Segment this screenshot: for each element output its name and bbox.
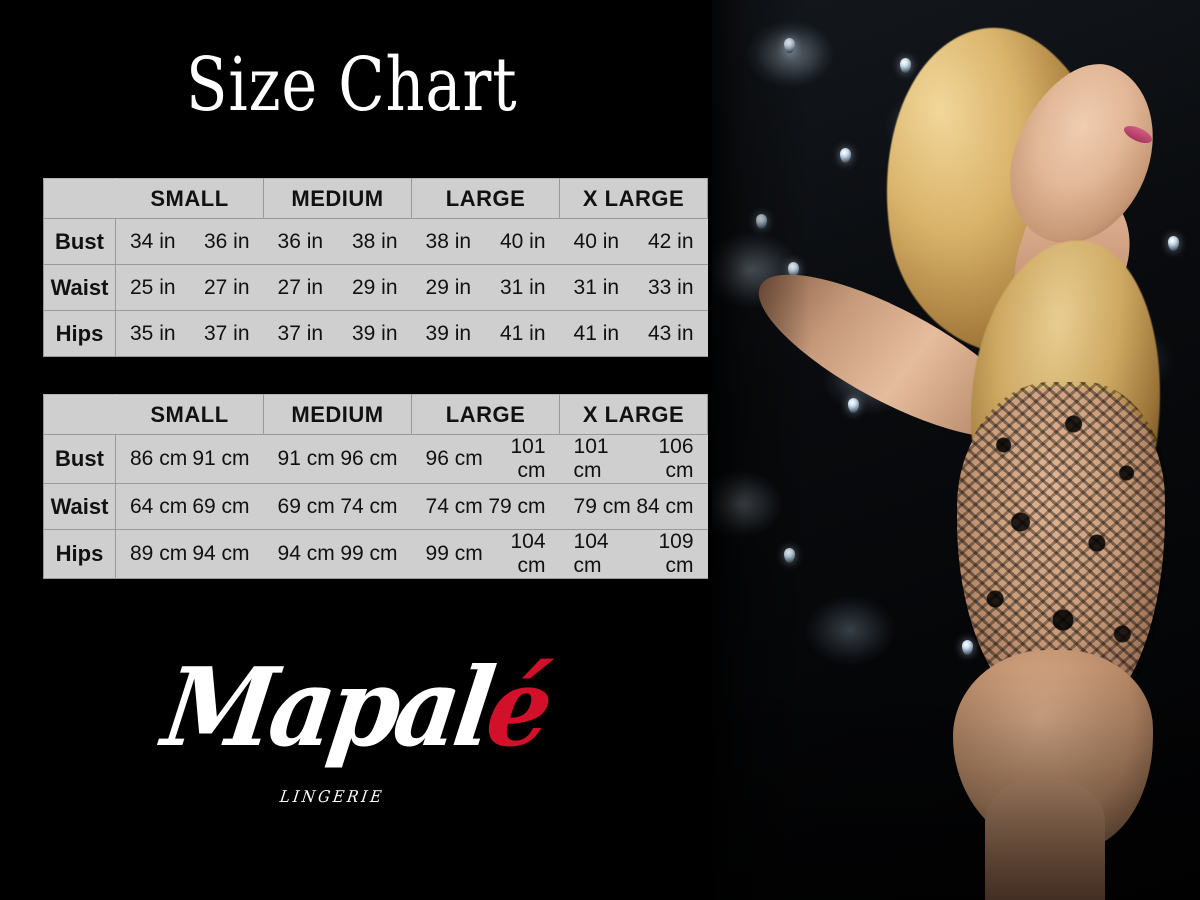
cell-value: 25 in <box>115 264 190 311</box>
cell-value: 36 in <box>263 218 338 265</box>
row-label-waist: Waist <box>43 483 116 530</box>
cell-value: 94 cm <box>263 529 338 579</box>
cell-value: 99 cm <box>337 529 412 579</box>
model-figure <box>735 10 1200 900</box>
brand-name: Mapal <box>156 643 498 771</box>
cell-value: 79 cm <box>485 483 560 530</box>
table-row: Hips 35 in 37 in 37 in 39 in 39 in 41 in… <box>43 310 708 357</box>
cell-value: 86 cm <box>115 434 190 484</box>
cell-value: 94 cm <box>189 529 264 579</box>
header-corner <box>43 178 116 219</box>
cell-value: 29 in <box>337 264 412 311</box>
brand-logo: Mapalé LINGERIE <box>0 643 712 806</box>
header-corner <box>43 394 116 435</box>
cell-value: 84 cm <box>633 483 708 530</box>
table-row: Bust 34 in 36 in 36 in 38 in 38 in 40 in… <box>43 218 708 265</box>
header-x-large: X LARGE <box>559 394 709 435</box>
cell-value: 109 cm <box>633 529 708 579</box>
size-table-inches: SMALL MEDIUM LARGE X LARGE Bust 34 in 36… <box>43 178 709 357</box>
cell-value: 37 in <box>189 310 264 357</box>
cell-value: 42 in <box>633 218 708 265</box>
row-label-hips: Hips <box>43 310 116 357</box>
cell-value: 31 in <box>559 264 634 311</box>
table-body-inches: Bust 34 in 36 in 36 in 38 in 38 in 40 in… <box>43 218 708 357</box>
cell-value: 96 cm <box>411 434 486 484</box>
cell-value: 40 in <box>559 218 634 265</box>
cell-value: 101 cm <box>559 434 634 484</box>
cell-value: 37 in <box>263 310 338 357</box>
row-label-hips: Hips <box>43 529 116 579</box>
header-large: LARGE <box>411 394 561 435</box>
cell-value: 69 cm <box>263 483 338 530</box>
cell-value: 36 in <box>189 218 264 265</box>
cell-value: 38 in <box>337 218 412 265</box>
table-row: Waist 64 cm 69 cm 69 cm 74 cm 74 cm 79 c… <box>43 483 708 530</box>
cell-value: 43 in <box>633 310 708 357</box>
cell-value: 27 in <box>189 264 264 311</box>
table-header-centimeters: SMALL MEDIUM LARGE X LARGE <box>43 394 709 435</box>
cell-value: 41 in <box>559 310 634 357</box>
header-large: LARGE <box>411 178 561 219</box>
cell-value: 27 in <box>263 264 338 311</box>
table-row: Bust 86 cm 91 cm 91 cm 96 cm 96 cm 101 c… <box>43 434 708 484</box>
model-leg <box>985 780 1105 900</box>
cell-value: 40 in <box>485 218 560 265</box>
cell-value: 91 cm <box>263 434 338 484</box>
cell-value: 39 in <box>337 310 412 357</box>
cell-value: 35 in <box>115 310 190 357</box>
cell-value: 89 cm <box>115 529 190 579</box>
table-row: Waist 25 in 27 in 27 in 29 in 29 in 31 i… <box>43 264 708 311</box>
header-small: SMALL <box>114 178 265 219</box>
size-table-centimeters: SMALL MEDIUM LARGE X LARGE Bust 86 cm 91… <box>43 394 709 579</box>
content-panel: Size Chart SMALL MEDIUM LARGE X LARGE Bu… <box>0 42 712 807</box>
cell-value: 38 in <box>411 218 486 265</box>
cell-value: 34 in <box>115 218 190 265</box>
brand-wordmark: Mapalé LINGERIE <box>156 643 556 806</box>
table-body-centimeters: Bust 86 cm 91 cm 91 cm 96 cm 96 cm 101 c… <box>43 434 708 579</box>
model-photograph <box>700 0 1200 900</box>
cell-value: 29 in <box>411 264 486 311</box>
table-row: Hips 89 cm 94 cm 94 cm 99 cm 99 cm 104 c… <box>43 529 708 579</box>
brand-tagline: LINGERIE <box>278 786 386 807</box>
cell-value: 96 cm <box>337 434 412 484</box>
header-x-large: X LARGE <box>559 178 709 219</box>
cell-value: 39 in <box>411 310 486 357</box>
header-medium: MEDIUM <box>263 178 413 219</box>
table-header-row: SMALL MEDIUM LARGE X LARGE <box>43 394 709 435</box>
cell-value: 104 cm <box>485 529 560 579</box>
cell-value: 99 cm <box>411 529 486 579</box>
cell-value: 106 cm <box>633 434 708 484</box>
page-title: Size Chart <box>186 42 518 128</box>
header-small: SMALL <box>114 394 265 435</box>
cell-value: 33 in <box>633 264 708 311</box>
cell-value: 101 cm <box>485 434 560 484</box>
row-label-waist: Waist <box>43 264 116 311</box>
row-label-bust: Bust <box>43 434 116 484</box>
cell-value: 31 in <box>485 264 560 311</box>
table-header-inches: SMALL MEDIUM LARGE X LARGE <box>43 178 709 219</box>
row-label-bust: Bust <box>43 218 116 265</box>
cell-value: 74 cm <box>411 483 486 530</box>
cell-value: 91 cm <box>189 434 264 484</box>
header-medium: MEDIUM <box>263 394 413 435</box>
table-header-row: SMALL MEDIUM LARGE X LARGE <box>43 178 709 219</box>
cell-value: 41 in <box>485 310 560 357</box>
cell-value: 69 cm <box>189 483 264 530</box>
cell-value: 74 cm <box>337 483 412 530</box>
cell-value: 104 cm <box>559 529 634 579</box>
cell-value: 79 cm <box>559 483 634 530</box>
cell-value: 64 cm <box>115 483 190 530</box>
